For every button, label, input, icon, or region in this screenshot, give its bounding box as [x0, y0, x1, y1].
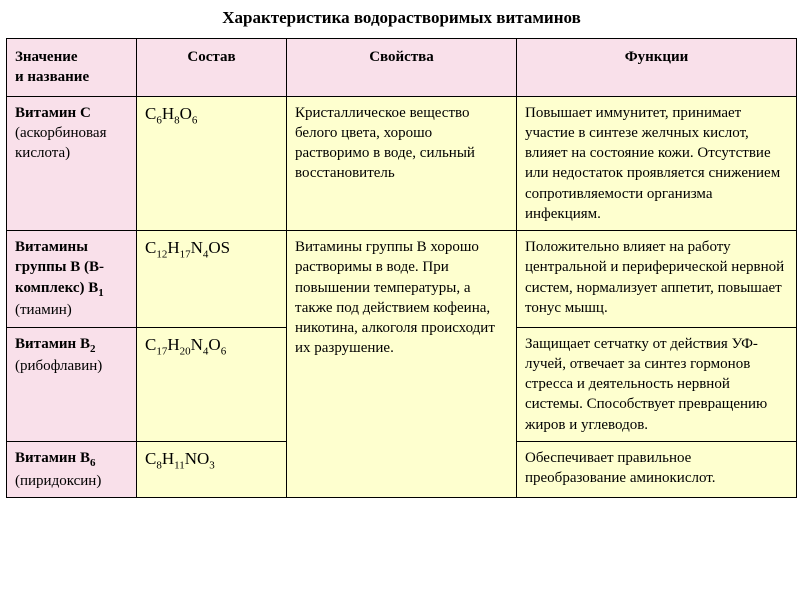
col-header-composition: Состав — [137, 39, 287, 97]
cell-name: Витамин В6 (пиридоксин) — [7, 441, 137, 497]
chemical-formula: C6H8O6 — [145, 104, 197, 123]
formula-sub: 6 — [221, 345, 227, 357]
header-text: и название — [15, 69, 89, 85]
formula-part: H — [162, 104, 174, 123]
formula-part: N — [191, 335, 203, 354]
table-row: Витамин С (аскорбиновая кислота) C6H8O6 … — [7, 96, 797, 231]
chemical-formula: C12H17N4OS — [145, 238, 230, 257]
formula-sub: 11 — [174, 459, 185, 471]
vitamin-name-sub: 1 — [98, 287, 104, 299]
cell-name: Витамин С (аскорбиновая кислота) — [7, 96, 137, 231]
col-header-properties: Свойства — [287, 39, 517, 97]
vitamin-name: Витамины группы В (В-комплекс) В1 — [15, 239, 104, 296]
chemical-formula: C8H11NO3 — [145, 449, 215, 468]
formula-sub: 17 — [180, 248, 191, 260]
cell-functions: Обеспечивает правильное преобразование а… — [517, 441, 797, 497]
formula-sub: 17 — [156, 345, 167, 357]
cell-composition: C6H8O6 — [137, 96, 287, 231]
vitamin-name-sub: 6 — [90, 457, 96, 469]
formula-sub: 3 — [209, 459, 215, 471]
vitamin-name-sub: 2 — [90, 343, 96, 355]
formula-part: C — [145, 449, 156, 468]
formula-sub: 12 — [156, 248, 167, 260]
formula-part: NO — [185, 449, 210, 468]
formula-part: OS — [208, 238, 230, 257]
cell-properties: Витамины группы В хорошо растворимы в во… — [287, 231, 517, 498]
cell-composition: C17H20N4O6 — [137, 327, 287, 441]
formula-part: N — [191, 238, 203, 257]
vitamin-subname: (рибофлавин) — [15, 358, 102, 374]
vitamin-subname: (пиридоксин) — [15, 473, 101, 489]
col-header-name: Значение и название — [7, 39, 137, 97]
page-title: Характеристика водорастворимых витаминов — [6, 8, 797, 28]
header-text: Значение — [15, 49, 78, 65]
vitamin-subname: (аскорбиновая кислота) — [15, 125, 106, 161]
vitamin-name-part: Витамин В — [15, 336, 90, 352]
cell-composition: C12H17N4OS — [137, 231, 287, 328]
vitamin-name: Витамин В2 — [15, 336, 95, 352]
formula-part: C — [145, 238, 156, 257]
chemical-formula: C17H20N4O6 — [145, 335, 226, 354]
vitamins-table: Значение и название Состав Свойства Функ… — [6, 38, 797, 498]
vitamin-name: Витамин В6 — [15, 450, 95, 466]
cell-functions: Защищает сетчатку от действия УФ-лучей, … — [517, 327, 797, 441]
formula-part: C — [145, 104, 156, 123]
cell-properties: Кристаллическое вещество белого цвета, х… — [287, 96, 517, 231]
col-header-functions: Функции — [517, 39, 797, 97]
vitamin-name-part: Витамины группы В (В-комплекс) В — [15, 239, 104, 296]
vitamin-name: Витамин С — [15, 105, 91, 121]
formula-part: C — [145, 335, 156, 354]
formula-part: O — [180, 104, 192, 123]
formula-part: O — [208, 335, 220, 354]
cell-functions: Повышает иммунитет, принимает участие в … — [517, 96, 797, 231]
vitamin-name-part: Витамин В — [15, 450, 90, 466]
cell-name: Витамины группы В (В-комплекс) В1 (тиами… — [7, 231, 137, 328]
table-row: Витамины группы В (В-комплекс) В1 (тиами… — [7, 231, 797, 328]
header-row: Значение и название Состав Свойства Функ… — [7, 39, 797, 97]
formula-sub: 20 — [180, 345, 191, 357]
formula-part: H — [162, 449, 174, 468]
cell-functions: Положительно влияет на работу центрально… — [517, 231, 797, 328]
cell-composition: C8H11NO3 — [137, 441, 287, 497]
cell-name: Витамин В2 (рибофлавин) — [7, 327, 137, 441]
vitamin-subname: (тиамин) — [15, 302, 72, 318]
formula-part: H — [167, 335, 179, 354]
formula-sub: 6 — [192, 114, 198, 126]
formula-part: H — [167, 238, 179, 257]
